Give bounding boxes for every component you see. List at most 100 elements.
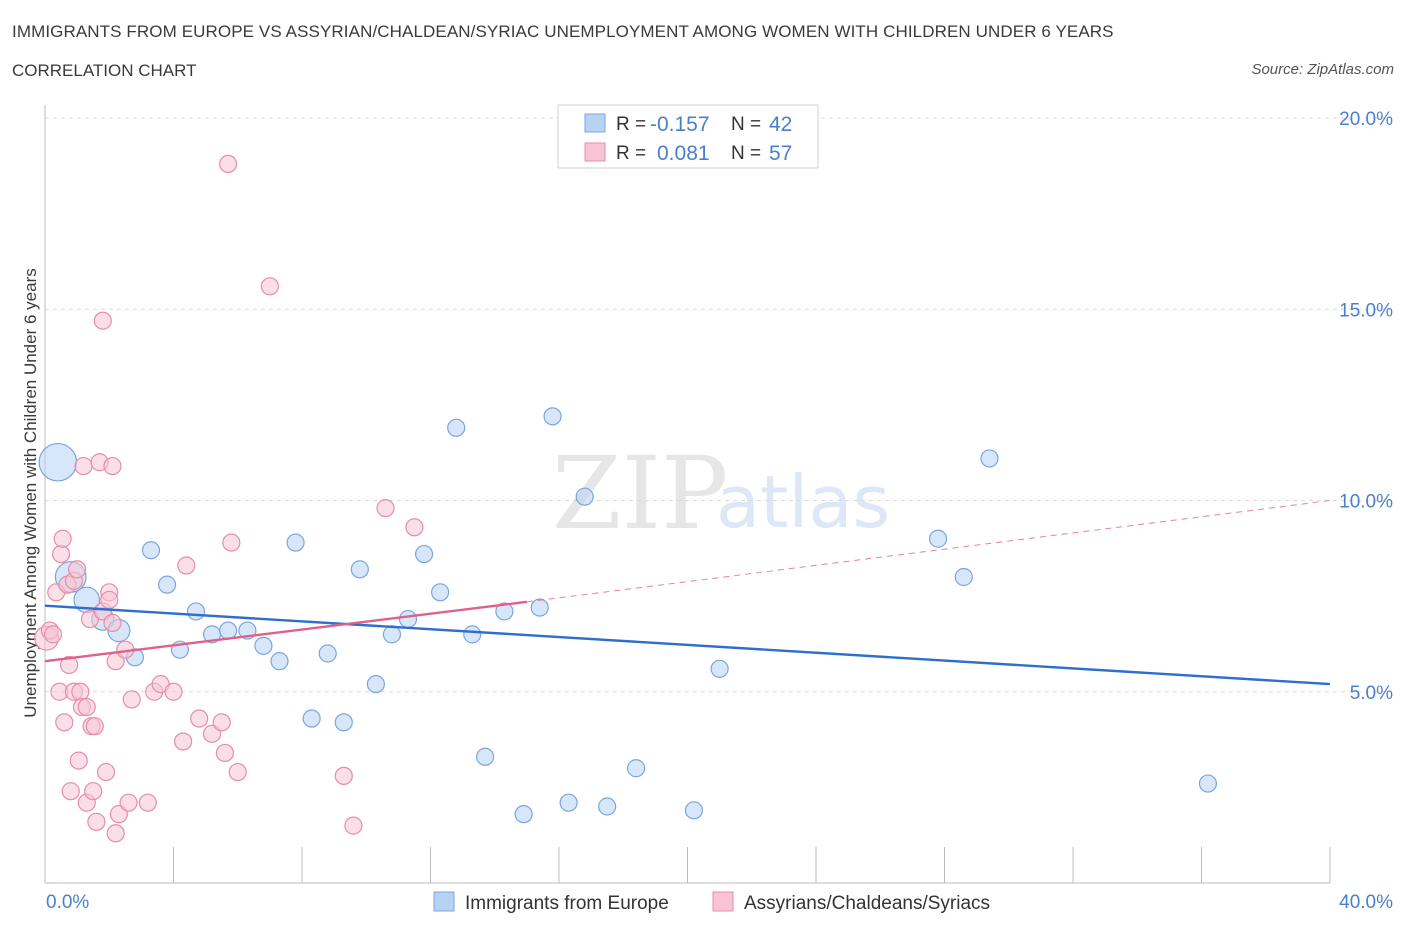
y-axis-label: Unemployment Among Women with Children U… [21,268,40,717]
point-assyrians [69,751,88,770]
point-immigrants-europe [38,442,78,482]
point-assyrians [164,682,183,701]
tick-labels: 5.0% 10.0% 15.0% 20.0% 0.0% 40.0% [46,109,1393,913]
point-immigrants-europe [382,625,402,644]
axes [44,105,1331,884]
watermark: ZIP atlas [552,435,890,552]
point-assyrians [87,812,106,831]
legend-label-assyrians: Assyrians/Chaldeans/Syriacs [744,893,990,914]
point-assyrians [215,743,234,763]
stats-swatch-blue [584,113,606,133]
point-assyrians [106,824,125,843]
y-tick-label: 10.0% [1339,492,1393,513]
point-immigrants-europe [219,621,238,640]
point-assyrians [174,732,193,751]
point-assyrians [84,782,103,801]
point-immigrants-europe [543,407,562,426]
point-immigrants-europe [1198,774,1218,793]
point-immigrants-europe [530,598,549,617]
point-immigrants-europe [928,529,948,548]
point-immigrants-europe [141,541,161,560]
point-immigrants-europe [463,625,482,644]
stats-n-label-pink: N = [731,143,761,164]
point-immigrants-europe [598,797,617,816]
point-assyrians [138,793,157,812]
trend-line-immigrants-europe [44,604,1331,686]
point-immigrants-europe [302,709,321,728]
y-tick-label: 15.0% [1339,300,1393,321]
point-assyrians [93,311,112,330]
point-assyrians [96,762,116,782]
point-assyrians [334,766,353,786]
point-assyrians [177,556,196,575]
stats-r-value-blue: -0.157 [650,113,710,136]
point-immigrants-europe [414,544,434,564]
point-assyrians [260,277,279,296]
gridlines [45,117,1390,693]
legend-label-immigrants-europe: Immigrants from Europe [465,893,669,914]
point-immigrants-europe [286,533,305,552]
point-assyrians [74,456,93,476]
point-immigrants-europe [684,801,704,820]
trend-line-assyrians-extrapolated [526,500,1331,603]
point-assyrians [103,456,122,476]
y-tick-label: 20.0% [1339,109,1393,130]
series-legend: Immigrants from Europe Assyrians/Chaldea… [433,891,990,914]
point-assyrians [190,709,209,728]
point-assyrians [212,713,231,732]
point-assyrians [77,697,96,717]
point-immigrants-europe [626,759,646,778]
stats-n-value-blue: 42 [769,113,792,136]
y-tick-label: 5.0% [1350,683,1393,704]
point-assyrians [85,717,104,736]
point-assyrians [344,816,363,835]
point-immigrants-europe [431,583,450,602]
point-immigrants-europe [398,609,418,629]
trend-line-assyrians [44,600,528,663]
point-immigrants-europe [575,487,594,506]
x-tick-label: 0.0% [46,892,89,913]
point-assyrians [103,613,122,633]
point-immigrants-europe [710,659,729,678]
point-immigrants-europe [447,418,466,437]
source-credit: Source: ZipAtlas.com [1251,61,1394,78]
point-immigrants-europe [318,644,337,663]
point-assyrians [222,533,241,552]
point-assyrians [59,655,79,675]
point-immigrants-europe [514,805,533,824]
chart-subtitle: CORRELATION CHART [12,61,197,80]
stats-legend: R = -0.157 N = 42 R = 0.081 N = 57 [557,104,819,169]
point-assyrians [61,782,80,801]
point-immigrants-europe [157,575,177,594]
point-assyrians [71,682,90,701]
point-assyrians [405,518,424,537]
chart-title: IMMIGRANTS FROM EUROPE VS ASSYRIAN/CHALD… [12,22,1114,41]
point-assyrians [376,499,395,518]
x-tick-label: 40.0% [1339,892,1393,913]
point-immigrants-europe [334,713,353,732]
point-immigrants-europe [980,449,999,468]
point-assyrians [55,713,74,732]
data-points [34,154,1218,843]
point-assyrians [119,793,138,812]
stats-r-label-blue: R = [616,114,646,135]
trend-lines [44,500,1331,686]
point-assyrians [100,590,119,610]
stats-swatch-pink [584,142,606,162]
point-immigrants-europe [254,636,273,655]
point-immigrants-europe [495,602,514,621]
legend-swatch-immigrants-europe [433,891,455,912]
stats-r-value-pink: 0.081 [657,142,710,165]
legend-swatch-assyrians [712,891,734,912]
point-assyrians [228,762,247,782]
point-assyrians [219,154,238,173]
point-immigrants-europe [366,674,385,694]
point-immigrants-europe [270,652,289,671]
point-immigrants-europe [954,567,973,587]
stats-r-label-pink: R = [616,143,646,164]
point-immigrants-europe [476,747,495,766]
stats-n-value-pink: 57 [769,142,792,165]
watermark-atlas: atlas [716,460,890,544]
point-assyrians [53,529,72,548]
